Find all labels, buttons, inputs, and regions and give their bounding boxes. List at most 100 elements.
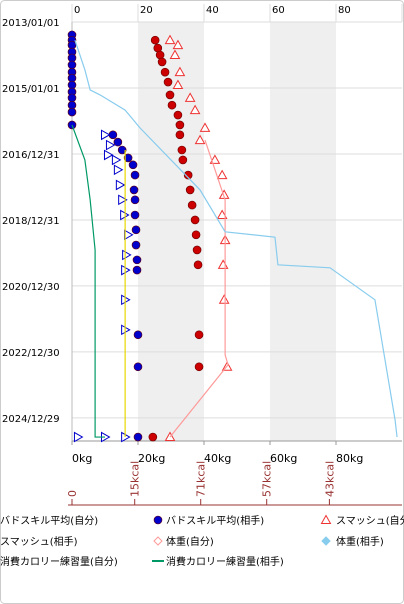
point (218, 294, 230, 304)
x-tick-label-top: 0 (74, 5, 80, 16)
x-tick-label-top: 60 (272, 5, 285, 16)
point (172, 79, 184, 90)
point (191, 230, 201, 240)
point (193, 260, 203, 270)
legend-label: バドスキル平均(自分) (0, 514, 98, 527)
point (199, 122, 211, 132)
point (67, 93, 77, 103)
point (133, 330, 143, 340)
legend-label: 消費カロリー練習量(自分) (0, 555, 118, 568)
point (175, 130, 185, 140)
point (169, 49, 181, 59)
point (115, 179, 126, 191)
point (131, 225, 141, 235)
x-tick-label: 80kg (336, 452, 363, 465)
point (67, 120, 77, 130)
point (184, 92, 196, 102)
point (192, 245, 202, 255)
legend-marker (153, 515, 163, 525)
legend-label: 体重(相手) (336, 535, 384, 548)
legend-label: バドスキル平均(相手) (166, 514, 264, 527)
kcal-tick-label: 15kcal (129, 461, 142, 497)
point (130, 195, 140, 205)
kcal-tick-label: 0 (66, 490, 79, 497)
point (128, 160, 138, 170)
y-tick-label: 2015/01/01 (2, 84, 60, 95)
shaded-band (270, 22, 336, 441)
point (67, 107, 77, 117)
kcal-tick-label: 71kcal (195, 461, 208, 497)
point (101, 129, 111, 141)
point (185, 185, 195, 195)
legend-label: スマッシュ(相手) (0, 535, 78, 548)
legend-marker (320, 514, 332, 524)
point (187, 200, 197, 210)
point (111, 154, 122, 166)
point (165, 90, 175, 100)
point (131, 240, 141, 250)
x-tick-label: 40kg (204, 452, 231, 465)
point (160, 67, 170, 77)
series (148, 35, 204, 442)
point (167, 100, 177, 110)
kcal-tick-label: 57kcal (261, 461, 274, 497)
point (163, 77, 173, 87)
point (189, 104, 201, 115)
point (132, 255, 142, 265)
y-tick-label: 2022/12/30 (2, 348, 60, 359)
series-line (74, 39, 398, 438)
point (194, 330, 204, 340)
plot: 2013/01/01 2015/01/01 2016/12/31 2018/12/31… (2, 4, 403, 506)
legend-label: 消費カロリー練習量(相手) (166, 555, 284, 568)
point (67, 60, 77, 70)
point (113, 137, 123, 147)
point (190, 215, 200, 225)
legend: バドスキル平均(自分) バドスキル平均(相手) スマッシュ(自分) スマッシュ(相手)… (0, 514, 404, 568)
point (132, 265, 142, 275)
point (178, 155, 188, 165)
y-tick-label: 2018/12/31 (2, 216, 60, 227)
x-tick-label: 0kg (72, 452, 92, 465)
y-tick-label: 2024/12/29 (2, 414, 60, 425)
point (150, 35, 160, 45)
x-tick-label: 20kg (138, 452, 165, 465)
point (173, 110, 183, 120)
x-tick-label-top: 80 (338, 5, 351, 16)
point (113, 164, 124, 176)
point (148, 432, 158, 442)
series-line (71, 124, 105, 438)
point (183, 170, 193, 180)
point (177, 145, 187, 155)
series (67, 30, 143, 442)
point (157, 57, 167, 67)
legend-marker (321, 536, 331, 546)
point (117, 145, 127, 155)
series (169, 139, 229, 438)
x-tick-label-top: 20 (140, 5, 153, 16)
kcal-tick-label: 43kcal (323, 461, 336, 497)
point (133, 362, 143, 372)
point (216, 169, 228, 180)
point (129, 185, 139, 195)
point (73, 431, 84, 443)
point (194, 134, 206, 145)
point (172, 39, 184, 50)
point (118, 194, 128, 206)
point (130, 170, 140, 180)
x-tick-label: 60kg (270, 452, 297, 465)
point (123, 153, 133, 163)
legend-label: 体重(自分) (166, 535, 214, 548)
series (71, 124, 105, 438)
point (103, 149, 114, 161)
point (105, 139, 116, 151)
point (174, 66, 186, 77)
series (73, 129, 134, 443)
legend-label: スマッシュ(自分) (336, 514, 404, 527)
point (130, 210, 140, 220)
point (216, 209, 228, 220)
y-tick-label: 2016/12/31 (2, 150, 60, 161)
point (164, 34, 176, 45)
series (74, 39, 398, 438)
x-tick-label-top: 40 (206, 5, 219, 16)
